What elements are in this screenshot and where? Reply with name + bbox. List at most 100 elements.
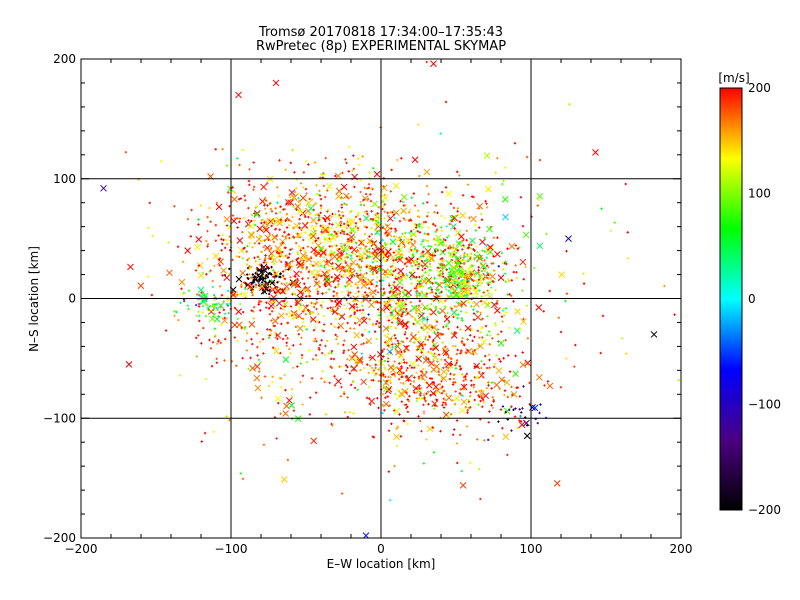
data-point-dot (368, 267, 372, 270)
data-point-dot (383, 359, 387, 363)
data-point-dot (292, 291, 295, 294)
data-point-dot (428, 268, 432, 272)
data-point-x (137, 282, 145, 290)
data-point-dot (624, 182, 627, 186)
data-point-dot (429, 394, 432, 397)
data-point-dot (435, 228, 439, 232)
data-point-x (350, 246, 358, 254)
data-point-dot (417, 314, 420, 318)
data-point-dot (356, 226, 360, 230)
data-point-dot (195, 355, 198, 358)
data-point-dot (295, 258, 298, 261)
data-point-dot (368, 330, 371, 334)
data-point-dot (405, 361, 408, 365)
data-point-dot (300, 336, 303, 340)
data-point-dot (485, 387, 489, 390)
data-point-dot (501, 427, 504, 430)
data-point-dot (454, 215, 457, 219)
data-point-dot (483, 236, 486, 239)
data-point-dot (252, 310, 255, 313)
data-point-dot (453, 227, 456, 230)
data-point-x (486, 225, 493, 233)
data-point-dot (363, 247, 366, 250)
data-point-x (553, 480, 561, 487)
data-point-dot (228, 419, 231, 422)
data-point-dot (426, 338, 430, 342)
data-point-dot (456, 461, 459, 465)
data-point-dot (455, 359, 459, 362)
data-point-dot (367, 197, 370, 201)
data-point-dot (508, 293, 511, 296)
data-point-x (282, 356, 290, 364)
data-point-dot (297, 245, 301, 248)
data-point-dot (438, 265, 442, 268)
data-point-dot (407, 219, 411, 222)
data-point-dot (367, 385, 371, 389)
data-point-dot (350, 357, 353, 361)
data-point-dot (259, 309, 262, 312)
data-point-dot (225, 415, 228, 418)
data-point-dot (447, 289, 451, 293)
data-point-x (592, 149, 599, 156)
data-point-dot (279, 260, 283, 264)
data-point-dot (502, 307, 505, 311)
data-point-dot (476, 254, 479, 258)
data-point-dot (443, 279, 446, 282)
data-point-dot (244, 287, 247, 291)
colorbar-tick-label: −100 (748, 398, 781, 412)
data-point-x (425, 382, 433, 389)
data-point-x (487, 244, 494, 251)
data-point-dot (381, 244, 384, 248)
data-point-x (346, 263, 354, 271)
data-point-dot (384, 231, 388, 234)
data-point-dot (258, 234, 262, 237)
data-point-dot (281, 308, 285, 311)
data-point-dot (431, 340, 435, 343)
data-point-dot (341, 210, 344, 214)
data-point-dot (422, 353, 425, 357)
data-point-dot (305, 267, 308, 271)
data-point-dot (315, 273, 318, 277)
data-point-dot (271, 346, 275, 349)
data-point-dot (293, 171, 296, 174)
data-point-x (480, 338, 488, 346)
data-point-dot (387, 214, 391, 218)
data-point-dot (493, 362, 497, 366)
data-point-dot (398, 362, 401, 365)
data-point-dot (291, 259, 294, 263)
data-point-dot (194, 303, 198, 307)
data-point-dot (225, 242, 229, 246)
data-point-dot (375, 320, 379, 323)
data-point-dot (422, 410, 426, 413)
data-point-dot (289, 305, 293, 308)
data-point-dot (397, 389, 400, 392)
data-point-dot (427, 244, 430, 248)
data-point-dot (295, 241, 298, 245)
data-point-dot (391, 346, 394, 349)
data-point-dot (507, 408, 511, 412)
data-point-dot (496, 333, 500, 336)
data-point-dot (481, 398, 485, 402)
data-point-dot (386, 275, 389, 279)
data-point-dot (469, 406, 472, 409)
data-point-dot (358, 323, 361, 327)
data-point-dot (514, 354, 517, 358)
data-point-dot (485, 276, 489, 279)
data-point-dot (267, 266, 270, 270)
data-point-dot (266, 328, 269, 331)
data-point-dot (261, 338, 265, 341)
data-point-dot (455, 419, 459, 422)
data-point-dot (483, 439, 486, 442)
data-point-dot (301, 186, 305, 189)
data-point-dot (487, 292, 491, 295)
data-point-dot (337, 313, 341, 316)
data-point-dot (209, 347, 213, 350)
data-point-dot (372, 299, 375, 303)
data-point-dot (269, 332, 273, 336)
data-point-dot (310, 301, 313, 305)
data-point-dot (351, 169, 354, 172)
data-point-dot (336, 285, 339, 288)
data-point-dot (285, 313, 288, 316)
data-point-x (386, 348, 394, 356)
data-point-dot (401, 254, 404, 257)
